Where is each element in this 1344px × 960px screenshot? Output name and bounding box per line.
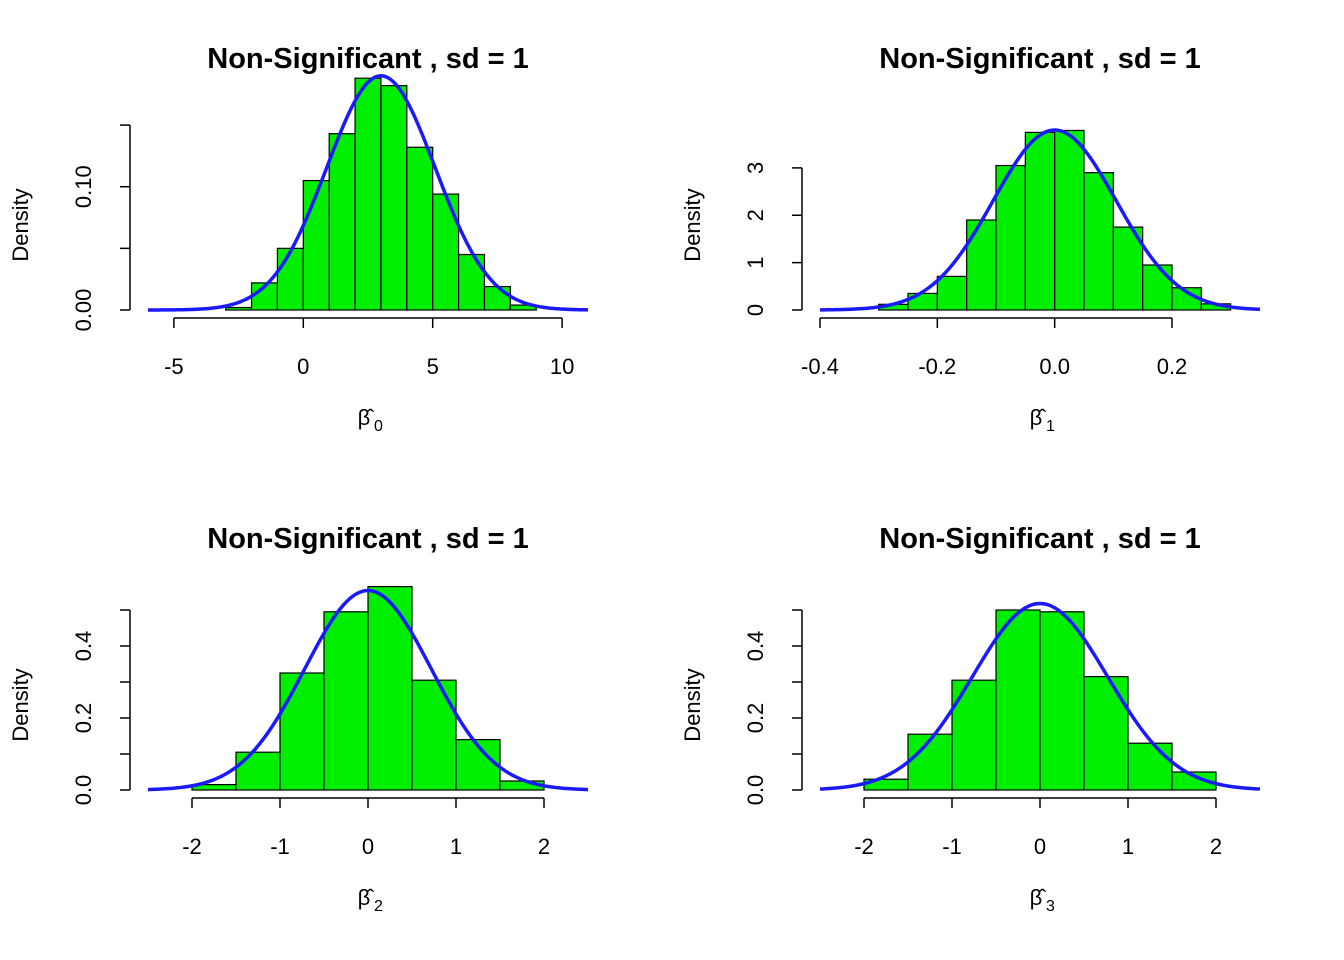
x-tick-label: 0 bbox=[1034, 834, 1046, 859]
x-tick-label: 0.2 bbox=[1157, 354, 1188, 379]
x-axis-label: β̂ bbox=[1030, 405, 1047, 430]
y-tick-label: 0.4 bbox=[71, 631, 96, 662]
histogram-bar bbox=[225, 306, 253, 311]
histogram-bar bbox=[1171, 771, 1217, 791]
histogram-panel-0: Non-Significant , sd = 1 -5 0 5 10 0.00 0.10 De… bbox=[8, 43, 589, 435]
x-axis-label-subscript: 2 bbox=[374, 898, 383, 915]
histogram-bar bbox=[432, 193, 460, 311]
y-tick-label: 1 bbox=[743, 257, 768, 269]
x-tick-label: 10 bbox=[550, 354, 574, 379]
histogram-bar bbox=[276, 247, 304, 311]
x-tick-label: -0.4 bbox=[801, 354, 839, 379]
histogram-panel-1: Non-Significant , sd = 1 -0.4 -0.2 0.0 0.2 0 1… bbox=[680, 43, 1261, 435]
normal-density-curve bbox=[147, 588, 589, 792]
normal-density-curve bbox=[819, 128, 1261, 312]
x-axis-label: β̂ bbox=[358, 405, 375, 430]
histogram-panel-2: Non-Significant , sd = 1 -2 -1 0 1 2 0.0 0.2 0.4… bbox=[8, 523, 589, 915]
panel-title: Non-Significant , sd = 1 bbox=[879, 43, 1200, 75]
histogram-bar bbox=[1127, 742, 1173, 791]
histogram-bar bbox=[367, 585, 413, 791]
histogram-bar bbox=[354, 77, 382, 311]
x-axis-label-subscript: 3 bbox=[1046, 898, 1055, 915]
y-tick-label: 0.10 bbox=[71, 165, 96, 208]
y-tick-label: 0.00 bbox=[71, 289, 96, 332]
x-axis-label: β̂ bbox=[358, 885, 375, 910]
y-axis-label: Density bbox=[680, 188, 705, 261]
y-tick-label: 0 bbox=[743, 304, 768, 316]
histogram-bar bbox=[302, 179, 330, 311]
x-tick-label: -1 bbox=[270, 834, 290, 859]
y-tick-label: 0.0 bbox=[71, 775, 96, 806]
y-axis-label: Density bbox=[680, 668, 705, 741]
panel-title: Non-Significant , sd = 1 bbox=[207, 523, 528, 555]
y-tick-label: 3 bbox=[743, 162, 768, 174]
histogram-bar bbox=[323, 611, 369, 791]
histogram-bar bbox=[995, 609, 1041, 791]
y-tick-label: 0.2 bbox=[743, 703, 768, 734]
histogram-bar bbox=[1112, 226, 1144, 311]
x-tick-label: -0.2 bbox=[918, 354, 956, 379]
x-axis-label-subscript: 1 bbox=[1046, 418, 1055, 435]
x-axis-label-subscript: 0 bbox=[374, 418, 383, 435]
y-tick-label: 2 bbox=[743, 209, 768, 221]
normal-density-curve bbox=[147, 74, 589, 312]
x-tick-label: -1 bbox=[942, 834, 962, 859]
histogram-bar bbox=[1083, 675, 1129, 791]
x-tick-label: 2 bbox=[1210, 834, 1222, 859]
x-tick-label: -5 bbox=[164, 354, 184, 379]
normal-density-curve bbox=[819, 601, 1261, 791]
histogram-bar bbox=[966, 219, 997, 311]
histogram-bar bbox=[483, 285, 511, 311]
y-axis-label: Density bbox=[8, 668, 33, 741]
x-tick-label: 1 bbox=[1122, 834, 1134, 859]
x-tick-label: 2 bbox=[538, 834, 550, 859]
histogram-bar bbox=[380, 85, 408, 311]
y-axis-label: Density bbox=[8, 188, 33, 261]
x-tick-label: 0 bbox=[297, 354, 309, 379]
y-tick-label: 0.0 bbox=[743, 775, 768, 806]
histogram-bar bbox=[1142, 264, 1173, 311]
histogram-bar bbox=[1054, 129, 1085, 311]
histogram-bar bbox=[457, 253, 486, 311]
histogram-bar bbox=[411, 679, 457, 791]
histogram-bar bbox=[328, 133, 356, 311]
y-tick-label: 0.2 bbox=[71, 703, 96, 734]
x-tick-label: 0 bbox=[362, 834, 374, 859]
histogram-bar bbox=[235, 751, 281, 791]
histogram-bar bbox=[936, 275, 968, 311]
y-tick-label: 0.4 bbox=[743, 631, 768, 662]
x-tick-label: -2 bbox=[182, 834, 202, 859]
x-tick-label: -2 bbox=[854, 834, 874, 859]
histogram-bar bbox=[1083, 172, 1114, 311]
histogram-bar bbox=[1024, 131, 1056, 311]
x-axis-label: β̂ bbox=[1030, 885, 1047, 910]
histogram-bar bbox=[1039, 611, 1085, 791]
panel-title: Non-Significant , sd = 1 bbox=[879, 523, 1200, 555]
histogram-panel-3: Non-Significant , sd = 1 -2 -1 0 1 2 0.0 0.2 0.4… bbox=[680, 523, 1261, 915]
x-tick-label: 1 bbox=[450, 834, 462, 859]
histogram-bar bbox=[279, 672, 325, 791]
panel-title: Non-Significant , sd = 1 bbox=[207, 43, 528, 75]
x-tick-label: 0.0 bbox=[1039, 354, 1070, 379]
x-tick-label: 5 bbox=[427, 354, 439, 379]
histogram-bar bbox=[406, 146, 434, 311]
